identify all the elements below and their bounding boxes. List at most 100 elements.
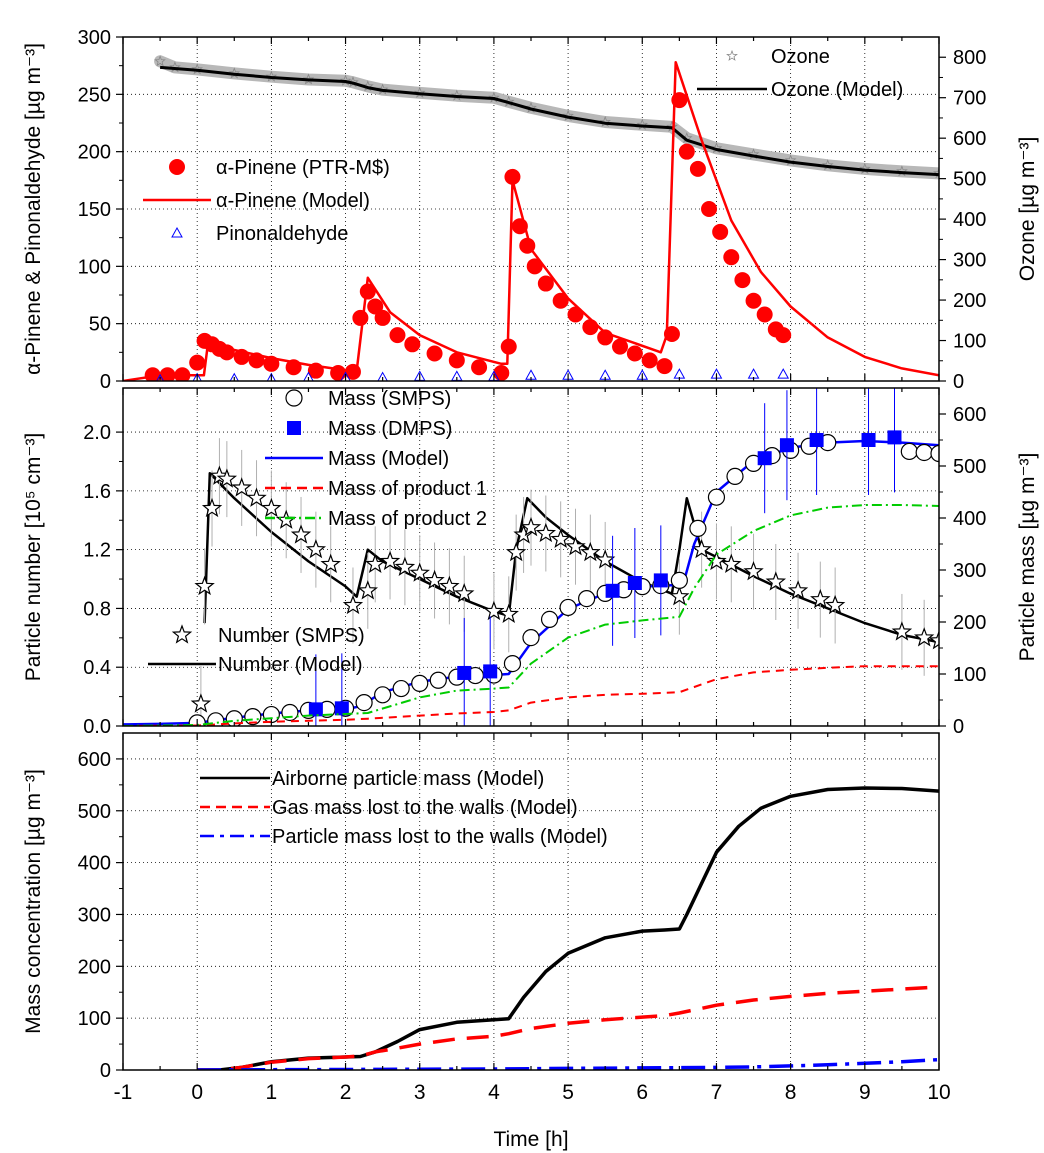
legend-mass-dmps-sample	[287, 421, 301, 435]
series-number-smps-point	[580, 541, 601, 562]
x-tick-label: 5	[562, 1081, 574, 1104]
series-number-smps-point	[194, 575, 215, 596]
top-y2tick-label: 300	[953, 250, 986, 272]
bottom-ytick-label: 0	[100, 1060, 111, 1082]
series-pinonaldehyde-point	[192, 372, 202, 381]
series-number-smps-point	[810, 588, 831, 609]
middle-ytick-label: 0.0	[83, 716, 111, 738]
series-pinonaldehyde-point	[377, 371, 388, 381]
series-mass-dmps-point	[334, 701, 349, 716]
series-particle-mass-lost-to-the-walls-model-line	[197, 1057, 939, 1070]
series-mass-dmps-point	[779, 438, 794, 453]
top-y2tick-label: 500	[953, 169, 986, 191]
bottom-y-axis-label: Mass concentration [µg m⁻³]	[22, 769, 45, 1034]
legend-pinene-ptr-m-sample	[169, 159, 185, 175]
series-pinene-ptr-m-point	[307, 362, 324, 379]
legend-ozone-model-label: Ozone (Model)	[771, 79, 903, 101]
series-number-smps-point	[201, 497, 223, 518]
series-number-smps-point	[565, 535, 586, 556]
middle-y2tick-label: 400	[953, 508, 986, 530]
series-number-smps-point	[550, 528, 571, 548]
series-number-smps-point	[261, 497, 282, 518]
middle-series	[123, 388, 939, 726]
bottom-ytick-label: 400	[78, 853, 111, 875]
middle-y2tick-label: 200	[953, 612, 986, 634]
top-legend: α-Pinene (PTR-M$) α-Pinene (Model) Pinonal…	[143, 46, 903, 245]
series-pinene-ptr-m-point	[612, 338, 629, 355]
series-number-smps-point	[891, 621, 913, 641]
series-mass-smps-point	[670, 571, 688, 590]
x-tick-label: 6	[636, 1081, 648, 1104]
series-pinene-ptr-m-point	[745, 292, 762, 309]
series-number-smps-point	[409, 562, 430, 582]
middle-y2tick-label: 500	[953, 456, 986, 478]
series-number-smps-point	[535, 522, 557, 543]
series-pinene-ptr-m-point	[426, 345, 443, 362]
series-number-smps-point	[498, 603, 519, 624]
series-mass-smps-point	[503, 654, 522, 673]
legend-mass-of-product-2-label: Mass of product 2	[328, 508, 487, 530]
legend-ozone-sample	[726, 49, 738, 61]
series-pinene-ptr-m-point	[567, 306, 584, 323]
bottom-legend: Airborne particle mass (Model) Gas mass l…	[200, 768, 608, 848]
series-pinene-ptr-m-point	[471, 359, 488, 376]
legend-number-smps-sample	[171, 624, 193, 644]
top-ytick-label: 250	[78, 84, 111, 106]
middle-y2tick-label: 600	[953, 404, 986, 426]
top-y2-axis-label: Ozone [µg m⁻³]	[1016, 137, 1039, 282]
series-ozone-point	[302, 73, 315, 85]
series-mass-smps-point	[392, 679, 410, 698]
series-mass-smps-point	[900, 442, 918, 461]
middle-y2tick-label: 100	[953, 664, 986, 686]
bottom-ytick-label: 200	[78, 956, 111, 978]
bottom-ytick-label: 100	[78, 1008, 111, 1030]
series-mass-smps-point	[429, 671, 447, 689]
series-pinene-ptr-m-point	[701, 201, 718, 217]
middle-y-axis-label: Particle number [10⁵ cm⁻³]	[22, 433, 45, 682]
top-y2tick-label: 800	[953, 47, 986, 69]
series-pinene-ptr-m-point	[404, 336, 421, 353]
legend-pinonaldehyde-sample	[171, 226, 183, 238]
series-pinene-ptr-m-point	[734, 272, 751, 289]
series-pinene-ptr-m-point	[756, 306, 773, 323]
series-mass-smps-point	[374, 686, 392, 704]
top-y2tick-label: 100	[953, 331, 986, 353]
series-mass-dmps-point	[605, 583, 620, 598]
series-number-smps-point	[231, 477, 252, 497]
bottom-series	[197, 786, 939, 1070]
series-pinene-ptr-m-point	[689, 160, 706, 177]
series-mass-smps-point	[930, 444, 939, 463]
x-tick-label: 4	[488, 1081, 500, 1104]
series-mass-dmps-point	[861, 433, 876, 447]
series-number-smps-point	[691, 538, 712, 559]
series-pinene-ptr-m-point	[448, 352, 465, 369]
series-pinene-ptr-m-point	[218, 344, 235, 361]
series-pinene-ptr-m-point	[233, 348, 250, 365]
series-pinene-ptr-m-point	[656, 358, 673, 375]
x-tick-label: 8	[785, 1081, 797, 1104]
series-number-smps-point	[454, 582, 475, 603]
series-pinene-ptr-m-point	[359, 283, 376, 300]
legend-particle-mass-lost-to-the-walls-model-label: Particle mass lost to the walls (Model)	[272, 826, 608, 848]
series-mass-smps-point	[707, 488, 726, 506]
series-mass-dmps-point	[627, 576, 642, 590]
series-pinonaldehyde-point	[156, 373, 165, 381]
top-ytick-label: 150	[78, 199, 111, 221]
series-number-smps-point	[743, 561, 764, 581]
series-number-smps-point	[305, 538, 327, 559]
series-number-model-line	[203, 471, 939, 644]
series-pinene-ptr-m-point	[144, 367, 161, 381]
middle-legend: Mass (SMPS) Mass (DMPS) Mass (Model) Mass o…	[148, 388, 487, 676]
series-number-smps-point	[520, 516, 542, 537]
series-pinene-ptr-m-point	[374, 309, 391, 326]
x-tick-label: 10	[927, 1081, 950, 1104]
legend-mass-model-label: Mass (Model)	[328, 448, 449, 470]
series-pinene-ptr-m-point	[626, 345, 643, 362]
series-pinene-ptr-m-point	[775, 327, 792, 344]
x-tick-label: 2	[340, 1081, 352, 1104]
legend-number-smps-label: Number (SMPS)	[218, 625, 365, 647]
top-y-axis-label: α-Pinene & Pinonaldehyde [µg m⁻³]	[22, 43, 45, 375]
series-pinene-ptr-m-point	[493, 364, 510, 381]
